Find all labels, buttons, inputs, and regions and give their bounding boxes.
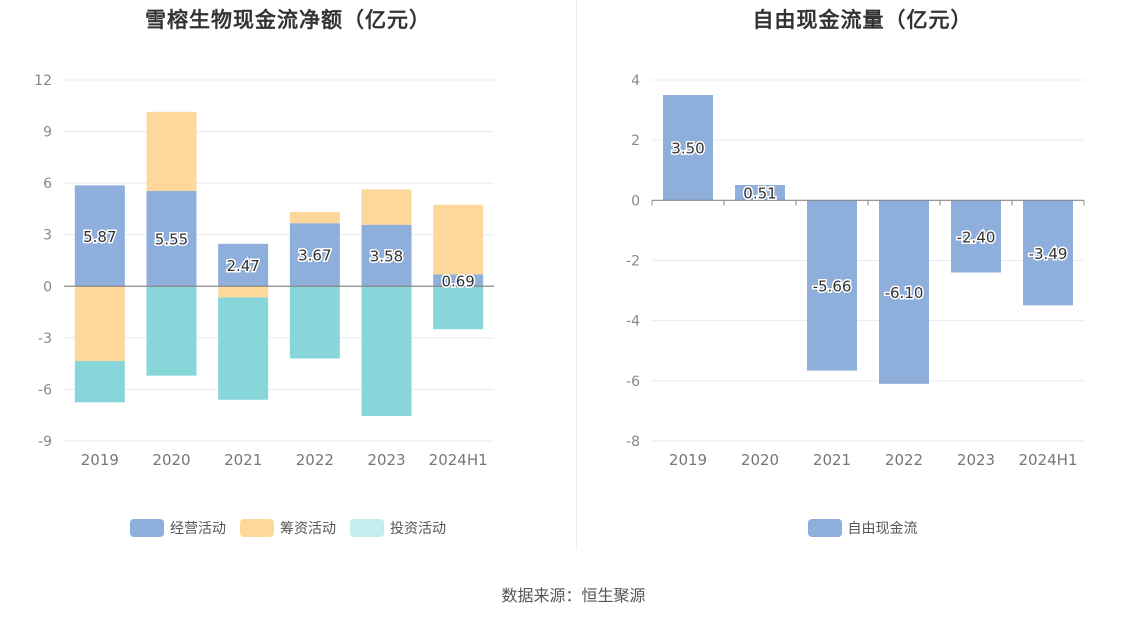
y-tick-label: 12 bbox=[34, 73, 52, 89]
free-cash-flow-chart-panel: 自由现金流量（亿元） 4 2 0 -2 -4 -6 -8 2019 2020 2021 2022 20… bbox=[578, 0, 1147, 560]
bar bbox=[146, 286, 197, 376]
bar bbox=[289, 286, 340, 359]
x-tick-label: 2021 bbox=[813, 451, 851, 469]
legend-item[interactable]: 投资活动 bbox=[350, 518, 446, 538]
chart-legend: 经营活动 筹资活动 投资活动 bbox=[0, 518, 576, 538]
bar bbox=[951, 200, 1001, 273]
y-tick-label: -2 bbox=[626, 254, 640, 270]
data-label: -2.40 bbox=[957, 228, 996, 246]
legend-item[interactable]: 筹资活动 bbox=[240, 518, 336, 538]
legend-label: 经营活动 bbox=[170, 521, 226, 537]
data-label: -5.66 bbox=[813, 277, 852, 295]
x-tick-label: 2019 bbox=[81, 451, 119, 469]
legend-swatch bbox=[807, 519, 842, 537]
bar bbox=[218, 243, 269, 287]
y-tick-label: 6 bbox=[43, 176, 52, 192]
x-tick-label: 2020 bbox=[152, 451, 190, 469]
y-tick-label: 0 bbox=[43, 279, 52, 295]
legend-swatch bbox=[240, 519, 274, 537]
x-tick-label: 2023 bbox=[957, 451, 995, 469]
bar bbox=[146, 111, 197, 191]
x-tick-label: 2023 bbox=[367, 451, 405, 469]
data-label: 0.51 bbox=[743, 185, 776, 203]
legend-item[interactable]: 自由现金流 bbox=[807, 518, 918, 538]
data-label: 5.55 bbox=[155, 231, 188, 249]
data-label: 3.58 bbox=[370, 248, 403, 266]
x-tick-label: 2020 bbox=[741, 451, 779, 469]
bar bbox=[361, 189, 412, 225]
legend-label: 筹资活动 bbox=[280, 521, 336, 537]
chart-title: 雪榕生物现金流净额（亿元） bbox=[145, 8, 431, 32]
data-label: 3.50 bbox=[671, 140, 704, 158]
x-tick-label: 2022 bbox=[296, 451, 334, 469]
bar bbox=[289, 212, 340, 224]
y-tick-label: -6 bbox=[626, 374, 640, 390]
data-label: -3.49 bbox=[1029, 245, 1068, 263]
legend-label: 投资活动 bbox=[390, 521, 446, 537]
x-tick-label: 2019 bbox=[669, 451, 707, 469]
chart-legend: 自由现金流 bbox=[578, 518, 1147, 538]
legend-swatch bbox=[130, 519, 164, 537]
y-tick-label: 2 bbox=[631, 133, 640, 149]
data-label: 2.47 bbox=[226, 257, 259, 275]
bar bbox=[218, 286, 269, 298]
y-tick-label: -9 bbox=[38, 434, 52, 450]
free-cash-flow-chart: 4 2 0 -2 -4 -6 -8 2019 2020 2021 2022 2023 2024H1 3.5… bbox=[626, 73, 1085, 469]
bar bbox=[663, 95, 713, 201]
net-cash-flow-chart: 12 9 6 3 0 -3 -6 -9 2019 2020 2021 2022 2023 2024H1 5.… bbox=[34, 73, 494, 469]
bar bbox=[74, 286, 125, 362]
bar bbox=[361, 224, 412, 287]
legend-label: 自由现金流 bbox=[847, 521, 918, 537]
bar bbox=[74, 185, 125, 287]
y-tick-label: 9 bbox=[43, 125, 52, 141]
y-tick-label: -6 bbox=[38, 382, 52, 398]
y-tick-label: -4 bbox=[626, 314, 640, 330]
bar bbox=[74, 361, 125, 403]
bar bbox=[218, 297, 269, 400]
bar bbox=[433, 286, 484, 330]
x-tick-label: 2024H1 bbox=[429, 451, 488, 469]
bar bbox=[735, 184, 785, 201]
data-label: 5.87 bbox=[83, 228, 116, 246]
x-tick-label: 2022 bbox=[885, 451, 923, 469]
data-label: -6.10 bbox=[885, 284, 924, 302]
y-tick-label: 0 bbox=[631, 193, 640, 209]
legend-swatch bbox=[350, 519, 384, 537]
data-source: 数据来源：恒生聚源 bbox=[501, 586, 646, 605]
x-tick-label: 2024H1 bbox=[1019, 451, 1078, 469]
y-tick-label: -8 bbox=[626, 434, 640, 450]
bar bbox=[361, 286, 412, 417]
net-cash-flow-chart-panel: 雪榕生物现金流净额（亿元） 12 9 6 3 0 -3 -6 -9 2019 2020 2021 20… bbox=[0, 0, 576, 560]
bar bbox=[146, 190, 197, 287]
panel-divider bbox=[576, 0, 577, 550]
bar bbox=[433, 274, 484, 287]
y-tick-label: -3 bbox=[38, 331, 52, 347]
bar bbox=[433, 204, 484, 275]
legend-item[interactable]: 经营活动 bbox=[130, 518, 226, 538]
data-label: 3.67 bbox=[298, 247, 331, 265]
y-tick-label: 4 bbox=[631, 73, 640, 89]
y-tick-label: 3 bbox=[43, 228, 52, 244]
x-tick-label: 2021 bbox=[224, 451, 262, 469]
bar bbox=[289, 223, 340, 287]
bar bbox=[807, 200, 857, 371]
bar bbox=[879, 200, 929, 384]
bar bbox=[1023, 200, 1073, 306]
data-label: 0.69 bbox=[441, 272, 474, 290]
chart-title: 自由现金流量（亿元） bbox=[752, 8, 973, 32]
